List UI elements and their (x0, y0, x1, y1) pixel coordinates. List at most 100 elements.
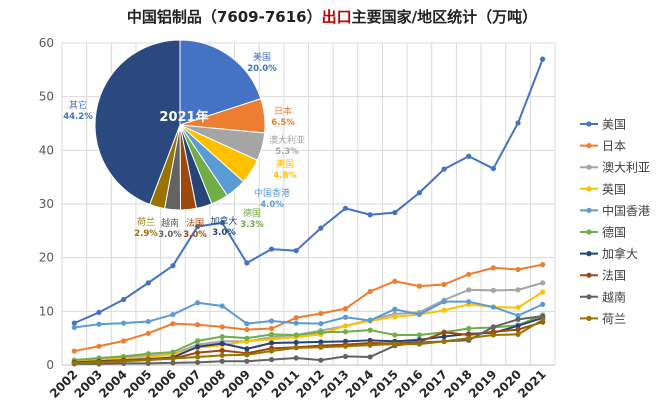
legend-label: 法国 (602, 269, 626, 283)
data-point (194, 322, 201, 328)
data-point (71, 320, 77, 326)
data-point (515, 120, 521, 126)
data-point (170, 355, 176, 362)
legend-label: 越南 (602, 289, 626, 304)
data-point (416, 311, 423, 318)
data-point (219, 358, 225, 364)
pie-label-pct: 44.2% (63, 112, 93, 122)
pie-title: 2021年 (159, 109, 208, 125)
data-point (293, 355, 299, 361)
series-9 (71, 317, 546, 366)
data-point (145, 330, 151, 336)
data-point (318, 357, 324, 363)
data-point (540, 262, 546, 268)
data-point (416, 190, 423, 196)
data-point (268, 325, 275, 332)
legend-item: 日本 (580, 139, 626, 153)
legend-label: 美国 (602, 118, 626, 132)
series-line-8 (74, 315, 543, 365)
legend-label: 中国香港 (602, 203, 650, 218)
data-point (145, 318, 151, 325)
data-point (416, 283, 423, 289)
data-point (515, 331, 521, 338)
data-point (515, 266, 521, 273)
pie-slice-0 (179, 39, 262, 126)
series-4 (71, 299, 546, 331)
legend-label: 荷兰 (602, 312, 626, 326)
data-point (96, 309, 102, 316)
pie-label-pct: 3.0% (158, 230, 182, 240)
data-point (342, 323, 349, 329)
data-point (121, 353, 127, 360)
data-point (244, 321, 250, 327)
legend-label: 日本 (602, 139, 626, 153)
data-point (342, 353, 349, 360)
series-line-9 (74, 319, 544, 365)
data-point (244, 358, 250, 364)
data-point (318, 329, 324, 335)
pie-label-pct: 4.0% (260, 200, 284, 210)
data-point (515, 323, 521, 329)
data-point (392, 314, 398, 320)
data-point (121, 338, 127, 344)
data-point (416, 341, 423, 347)
pie-label-pct: 4.8% (273, 171, 297, 181)
data-point (293, 248, 299, 254)
y-tick-label: 40 (39, 143, 54, 157)
legend-swatch-marker (586, 121, 592, 127)
pie-label-pct: 3.0% (183, 230, 207, 240)
series-line-1 (74, 263, 543, 353)
data-point (219, 352, 225, 358)
data-point (194, 350, 201, 356)
data-point (515, 287, 521, 293)
data-point (318, 339, 324, 345)
pie-label-pct: 20.0% (247, 64, 277, 74)
data-point (219, 324, 225, 330)
data-point (219, 333, 225, 340)
data-point (318, 344, 324, 350)
series-1 (71, 262, 546, 354)
chart-title-highlight: 出口 (321, 8, 352, 26)
data-point (293, 315, 299, 321)
data-point (392, 209, 398, 216)
data-point (244, 335, 250, 341)
data-point (515, 304, 521, 311)
series-layer (71, 56, 546, 367)
pie-label-pct: 6.5% (271, 118, 295, 128)
data-point (540, 313, 546, 319)
data-point (441, 281, 447, 288)
data-point (540, 317, 546, 323)
data-point (367, 317, 373, 324)
pie-label-name: 澳大利亚 (269, 134, 305, 146)
pie-label-name: 德国 (243, 207, 261, 219)
legend-item: 加拿大 (580, 246, 638, 261)
data-point (170, 349, 176, 355)
data-point (170, 360, 176, 366)
legend-item: 美国 (580, 118, 626, 132)
data-point (441, 329, 447, 335)
legend-swatch-marker (586, 315, 592, 321)
data-point (268, 331, 275, 338)
data-point (441, 338, 447, 344)
data-point (219, 347, 225, 354)
data-point (121, 320, 127, 326)
data-point (293, 320, 299, 326)
data-point (244, 260, 250, 266)
legend-item: 澳大利亚 (580, 161, 650, 175)
data-point (121, 358, 127, 364)
data-point (219, 303, 225, 309)
data-point (194, 344, 201, 350)
data-point (194, 359, 201, 365)
legend-swatch-marker (586, 251, 592, 257)
y-tick-label: 20 (39, 251, 54, 265)
data-point (71, 360, 77, 366)
data-point (318, 225, 324, 231)
pie-label-name: 日本 (274, 105, 292, 117)
data-point (367, 354, 373, 360)
data-point (342, 205, 349, 211)
data-point (293, 332, 299, 338)
data-point (318, 321, 324, 327)
legend-item: 中国香港 (580, 203, 650, 218)
data-point (194, 223, 201, 230)
